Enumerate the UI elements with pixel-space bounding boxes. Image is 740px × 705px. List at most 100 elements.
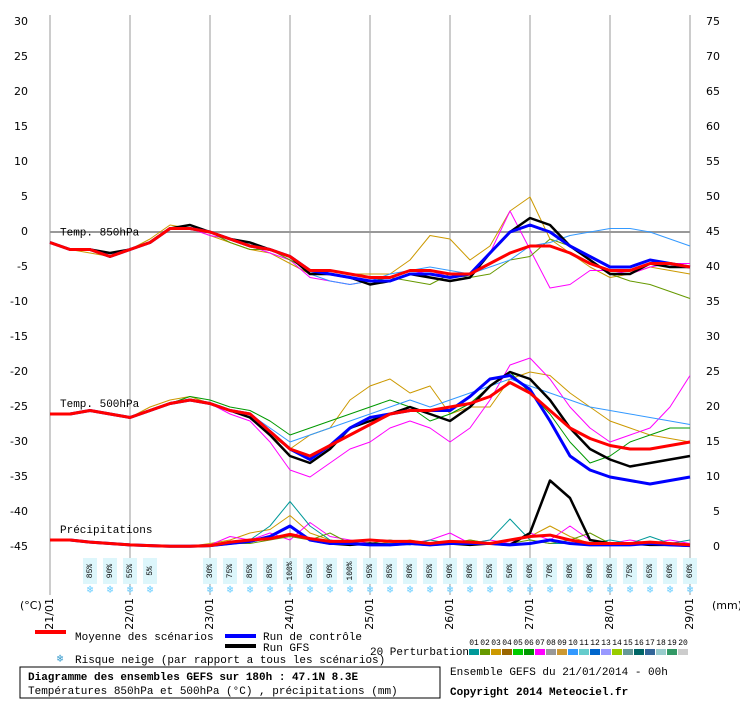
snow-risk-cell xyxy=(483,558,497,584)
member-label: 17 xyxy=(645,639,655,648)
snow-icon: ❄ xyxy=(487,585,494,597)
snow-risk-label: 80% xyxy=(606,564,615,579)
y-tick-label: -35 xyxy=(10,470,28,483)
y2-tick-label: 5 xyxy=(713,505,720,518)
member-label: 02 xyxy=(480,639,490,648)
snow-risk-label: 85% xyxy=(426,564,435,579)
snow-risk-cell xyxy=(463,558,477,584)
member-label: 09 xyxy=(557,639,567,648)
member-label: 15 xyxy=(623,639,633,648)
snow-risk-cell xyxy=(623,558,637,584)
x-tick-label: 29/01 xyxy=(683,598,696,630)
member-label: 14 xyxy=(612,639,622,648)
y-tick-label: 20 xyxy=(14,85,28,98)
snow-risk-cell xyxy=(223,558,237,584)
y-tick-label: 25 xyxy=(14,50,28,63)
y2-tick-label: 55 xyxy=(706,155,720,168)
snow-risk-label: 75% xyxy=(226,564,235,579)
snow-risk-label: 55% xyxy=(126,564,135,579)
snow-risk-cell xyxy=(303,558,317,584)
snow-risk-cell xyxy=(203,558,217,584)
run-label: Ensemble GEFS du 21/01/2014 - 00h xyxy=(450,667,668,679)
y2-tick-label: 75 xyxy=(706,15,720,28)
snow-icon: ❄ xyxy=(57,654,64,666)
snow-risk-label: 30% xyxy=(206,564,215,579)
snow-icon: ❄ xyxy=(127,585,134,597)
snow-icon: ❄ xyxy=(247,585,254,597)
snow-risk-cell xyxy=(683,558,697,584)
snow-risk-label: 80% xyxy=(586,564,595,579)
x-tick-label: 25/01 xyxy=(363,598,376,630)
snow-risk-label: 60% xyxy=(526,564,535,579)
member-swatch xyxy=(524,649,534,655)
title-box xyxy=(19,666,441,699)
y-tick-label: -15 xyxy=(10,330,28,343)
snow-risk-cell xyxy=(383,558,397,584)
snow-icon: ❄ xyxy=(567,585,574,597)
member-label: 08 xyxy=(546,639,556,648)
snow-risk-cell xyxy=(423,558,437,584)
snow-icon: ❄ xyxy=(227,585,234,597)
member-label: 20 xyxy=(678,639,688,648)
member-swatch xyxy=(579,649,589,655)
member-label: 06 xyxy=(524,639,534,648)
snow-risk-label: 100% xyxy=(346,561,355,580)
snow-risk-cell xyxy=(643,558,657,584)
member-swatch xyxy=(612,649,622,655)
snow-icon: ❄ xyxy=(287,585,294,597)
member-swatch xyxy=(502,649,512,655)
y-tick-label: 0 xyxy=(21,225,28,238)
group-label: Précipitations xyxy=(60,525,152,537)
y2-tick-label: 45 xyxy=(706,225,720,238)
snow-icon: ❄ xyxy=(527,585,534,597)
member-swatch xyxy=(601,649,611,655)
y2-tick-label: 35 xyxy=(706,295,720,308)
member-swatch xyxy=(546,649,556,655)
y2-tick-label: 20 xyxy=(706,400,720,413)
snow-icon: ❄ xyxy=(507,585,514,597)
chart-subtitle: Températures 850hPa et 500hPa (°C) , pré… xyxy=(28,686,398,698)
snow-icon: ❄ xyxy=(627,585,634,597)
mean-line xyxy=(50,532,691,548)
snow-icon: ❄ xyxy=(347,585,354,597)
y-tick-label: -40 xyxy=(10,505,28,518)
member-label: 13 xyxy=(601,639,611,648)
member-swatch xyxy=(590,649,600,655)
x-tick-label: 27/01 xyxy=(523,598,536,630)
y-tick-label: 15 xyxy=(14,120,28,133)
snow-risk-cell xyxy=(323,558,337,584)
x-tick-label: 26/01 xyxy=(443,598,456,630)
snow-icon: ❄ xyxy=(547,585,554,597)
y-tick-label: 10 xyxy=(14,155,28,168)
y-tick-label: -25 xyxy=(10,400,28,413)
x-tick-label: 24/01 xyxy=(283,598,296,630)
y2-tick-label: 65 xyxy=(706,85,720,98)
y-tick-label: -20 xyxy=(10,365,28,378)
snow-icon: ❄ xyxy=(667,585,674,597)
y2-tick-label: 50 xyxy=(706,190,720,203)
y-tick-label: 5 xyxy=(21,190,28,203)
member-swatch xyxy=(656,649,666,655)
member-label: 10 xyxy=(568,639,578,648)
snow-icon: ❄ xyxy=(587,585,594,597)
member-swatch xyxy=(634,649,644,655)
x-tick-label: 22/01 xyxy=(123,598,136,630)
snow-risk-label: 85% xyxy=(386,564,395,579)
snow-icon: ❄ xyxy=(367,585,374,597)
snow-risk-cell xyxy=(83,558,97,584)
legend-label: Run GFS xyxy=(263,643,310,655)
mean-line xyxy=(50,381,691,458)
snow-risk-label: 5% xyxy=(146,566,155,576)
member-swatch xyxy=(568,649,578,655)
snow-icon: ❄ xyxy=(267,585,274,597)
y2-axis-label: (mm) xyxy=(712,599,740,612)
snow-icon: ❄ xyxy=(87,585,94,597)
snow-risk-label: 80% xyxy=(466,564,475,579)
snow-risk-label: 75% xyxy=(626,564,635,579)
member-label: 19 xyxy=(667,639,677,648)
member-swatch xyxy=(513,649,523,655)
snow-risk-cell xyxy=(663,558,677,584)
snow-risk-label: 85% xyxy=(246,564,255,579)
snow-risk-cell xyxy=(523,558,537,584)
perturbation-line xyxy=(49,196,691,278)
